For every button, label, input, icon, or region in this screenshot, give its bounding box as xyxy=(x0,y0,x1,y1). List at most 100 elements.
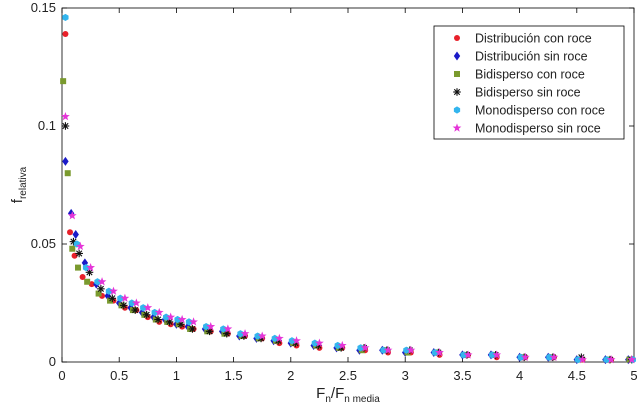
legend-marker xyxy=(454,71,460,77)
data-point xyxy=(517,353,524,361)
data-point xyxy=(151,308,158,317)
data-point xyxy=(105,287,113,295)
data-point xyxy=(254,332,261,340)
x-tick-label: 0 xyxy=(58,368,65,383)
data-point xyxy=(154,315,162,324)
data-point xyxy=(185,318,193,326)
x-tick-label: 4.5 xyxy=(568,368,586,383)
data-point xyxy=(166,312,176,321)
x-tick-label: 4 xyxy=(516,368,523,383)
data-point xyxy=(206,322,216,331)
data-point xyxy=(292,336,301,345)
data-point xyxy=(108,294,117,303)
data-point xyxy=(189,317,198,326)
data-point xyxy=(435,347,444,357)
data-point xyxy=(131,306,140,314)
data-point xyxy=(61,111,70,121)
x-axis-label: Fn/Fn media xyxy=(316,385,380,405)
y-axis-label-base: f xyxy=(9,198,26,203)
data-point xyxy=(109,286,118,295)
legend: Distribución con roce Distribución sin ro… xyxy=(433,25,625,140)
data-point xyxy=(606,355,616,364)
legend-entry: Monodisperso sin roce xyxy=(452,122,601,136)
data-point xyxy=(75,241,85,251)
x-axis-label-base: F xyxy=(316,385,325,402)
data-point xyxy=(82,264,90,272)
x-axis-label-sep: /F xyxy=(331,385,344,402)
data-point xyxy=(174,315,181,324)
y-axis-label-sub: relativa xyxy=(18,166,29,199)
data-point xyxy=(237,330,244,338)
data-point xyxy=(154,307,164,317)
legend-label: Bidisperso sin roce xyxy=(475,86,581,100)
data-point xyxy=(188,325,197,333)
legend-marker xyxy=(452,123,462,132)
data-point xyxy=(492,350,502,359)
x-tick-label: 2 xyxy=(287,368,294,383)
data-point xyxy=(143,303,153,312)
data-point xyxy=(84,278,91,285)
data-point xyxy=(72,230,79,240)
x-tick-label: 3 xyxy=(402,368,409,383)
x-tick-label: 3.5 xyxy=(453,368,471,383)
data-point xyxy=(337,340,347,350)
data-point xyxy=(128,299,135,307)
data-point xyxy=(257,331,267,340)
legend-entry: Monodisperso con roce xyxy=(453,104,605,118)
data-point xyxy=(142,311,151,319)
data-point xyxy=(86,263,95,272)
data-point xyxy=(95,290,102,297)
legend-label: Distribución con roce xyxy=(475,32,592,46)
data-point xyxy=(603,356,610,364)
legend-box xyxy=(433,25,625,140)
x-axis-label-sub2: n media xyxy=(344,394,380,405)
y-tick-label: 0.05 xyxy=(31,236,56,251)
legend-marker xyxy=(453,88,461,96)
legend-entries: Distribución con roce Distribución sin ro… xyxy=(452,32,605,136)
data-point xyxy=(403,346,410,354)
data-point xyxy=(574,356,582,364)
data-point xyxy=(489,351,496,359)
y-tick-label: 0.15 xyxy=(31,0,56,15)
data-point xyxy=(203,323,210,331)
data-point xyxy=(117,294,124,302)
data-point xyxy=(383,345,393,354)
data-point xyxy=(520,352,530,361)
data-point xyxy=(79,274,86,281)
data-point xyxy=(162,313,170,321)
data-point xyxy=(274,333,284,343)
legend-label: Monodisperso sin roce xyxy=(475,122,601,136)
data-point xyxy=(463,350,473,359)
data-point xyxy=(61,122,70,130)
data-point xyxy=(460,351,467,359)
data-point xyxy=(62,13,69,22)
data-point xyxy=(120,293,130,302)
data-point xyxy=(64,170,71,177)
data-point xyxy=(62,156,69,166)
data-point xyxy=(406,345,416,354)
data-point xyxy=(71,252,78,259)
y-tick-label: 0 xyxy=(49,354,56,369)
legend-label: Monodisperso con roce xyxy=(475,104,605,118)
data-point xyxy=(546,353,553,361)
data-point xyxy=(220,325,227,333)
legend-entry: Bidisperso sin roce xyxy=(453,86,581,100)
x-tick-label: 0.5 xyxy=(110,368,128,383)
x-tick-label: 2.5 xyxy=(339,368,357,383)
data-point xyxy=(131,298,141,307)
legend-marker xyxy=(453,51,461,61)
legend-entry: Bidisperso con roce xyxy=(454,68,585,82)
data-points xyxy=(60,13,637,365)
data-point xyxy=(75,264,82,271)
data-point xyxy=(380,346,387,354)
y-tick-label: 0.1 xyxy=(38,118,56,133)
data-point xyxy=(311,339,318,347)
data-point xyxy=(288,337,296,345)
data-point xyxy=(119,301,128,310)
legend-entry: Distribución sin roce xyxy=(453,50,588,64)
data-point xyxy=(75,249,83,258)
x-tick-label: 1.5 xyxy=(225,368,243,383)
data-point xyxy=(357,344,364,352)
data-point xyxy=(94,278,101,286)
